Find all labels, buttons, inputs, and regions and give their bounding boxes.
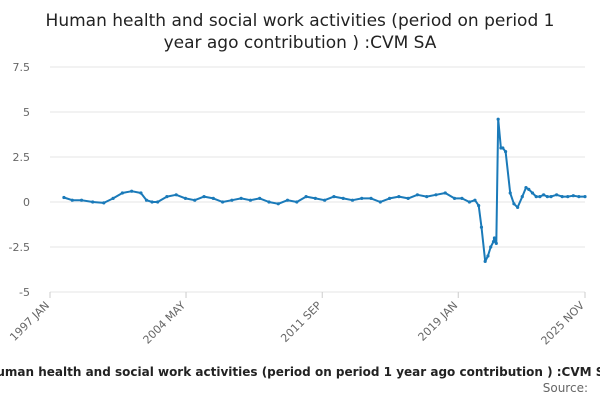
data-point [202,195,206,199]
data-point [492,236,497,240]
data-point [360,196,364,200]
data-point [102,201,106,205]
y-tick-label: 5 [23,106,30,119]
data-point [538,195,542,199]
data-point [508,191,512,195]
data-point [486,254,490,258]
data-point [369,196,373,200]
data-point [520,195,524,199]
data-point [397,195,401,199]
data-point [341,196,345,200]
data-point [79,198,84,202]
series-line [63,118,585,263]
data-point [258,196,262,200]
data-point [452,196,457,200]
data-point [91,200,95,204]
y-axis: 7.5 5 2.5 0 -2.5 -5 [9,61,30,299]
data-point [183,196,188,200]
x-tick-label: 2004 MAY [141,299,189,347]
x-tick-label: 1997 JAN [7,299,52,344]
data-point [332,195,336,199]
y-tick-label: 0 [23,196,30,209]
source-label: Source: [543,381,588,395]
data-point [477,204,481,208]
x-tick-label: 2011 SEP [278,299,324,345]
series-layer [62,117,587,263]
x-axis: 1997 JAN 2004 MAY 2011 SEP 2019 JAN 2025 NOV [7,292,587,348]
data-point [120,191,124,195]
data-point [577,195,581,199]
data-point [193,198,197,202]
data-point [501,146,505,150]
data-point [174,193,178,197]
data-point [406,196,410,200]
data-point [542,193,546,197]
data-point [230,198,234,202]
data-point [473,198,477,202]
data-point [524,186,528,190]
y-tick-label: 2.5 [13,151,31,164]
data-point [483,259,487,263]
data-point [165,195,169,199]
data-point [512,202,516,206]
data-point [583,195,587,199]
data-point [156,200,160,204]
data-point [295,200,299,204]
grid [50,66,585,293]
data-point [479,225,484,229]
data-point [387,196,392,200]
data-point [494,241,498,245]
data-point [139,191,143,195]
data-point [549,195,553,199]
data-point [434,193,438,197]
data-point [111,196,115,200]
y-tick-label: -5 [19,286,30,299]
data-point [144,198,149,202]
data-point [267,200,271,204]
data-point [566,195,570,199]
data-point [70,198,74,202]
data-point [545,195,549,199]
chart-title-line-1: Human health and social work activities … [46,11,555,31]
data-point [415,193,420,197]
data-point [496,117,500,121]
data-point [503,150,508,154]
data-point [313,196,317,200]
data-point [62,195,66,200]
data-point [211,196,215,200]
chart-footer-caption: Human health and social work activities … [0,365,600,379]
y-tick-label: -2.5 [9,241,30,254]
data-point [276,202,280,206]
data-point [555,193,559,197]
data-point [527,187,531,191]
x-tick-label: 2019 JAN [416,299,461,344]
data-point [571,194,575,198]
data-point [443,191,447,195]
data-point [378,200,382,204]
data-point [530,191,535,195]
data-point [130,189,134,193]
data-point [534,195,538,199]
data-point [491,240,496,244]
data-point [323,198,327,202]
x-tick-label: 2025 NOV [539,299,588,348]
data-point [220,200,225,204]
data-point [239,196,243,200]
data-point [489,245,493,249]
data-point [516,205,520,209]
y-tick-label: 7.5 [13,61,31,74]
data-point [350,198,355,202]
data-point [560,195,564,199]
data-point [425,195,429,199]
chart-title-line-2: year ago contribution ) :CVM SA [164,33,437,53]
data-point [304,195,308,199]
data-point [150,200,154,204]
data-point [467,200,471,204]
data-point [285,198,290,202]
data-point [248,198,253,202]
data-point [460,196,464,200]
